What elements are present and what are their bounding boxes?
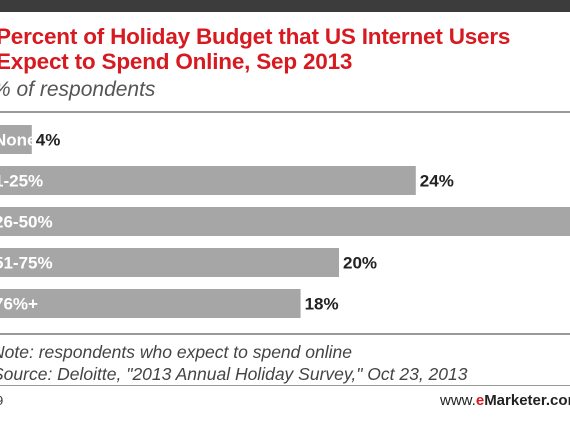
note-text: Note: respondents who expect to spend on… (0, 342, 352, 362)
chart-id: 9 (0, 393, 3, 408)
category-label: 26-50% (0, 213, 53, 232)
chart-notes: Note: respondents who expect to spend on… (0, 341, 467, 385)
bar-1-25- (0, 166, 416, 195)
chart-title-line-1: Percent of Holiday Budget that US Intern… (0, 24, 511, 49)
source-text: Source: Deloitte, "2013 Annual Holiday S… (0, 364, 468, 384)
chart-title-line-2: Expect to Spend Online, Sep 2013 (0, 49, 353, 74)
bottom-divider (0, 333, 570, 335)
bar-76- (0, 289, 301, 318)
category-label: 51-75% (0, 254, 53, 273)
brand-e: e (475, 392, 485, 409)
brand-logo: www.eMarketer.com (440, 392, 570, 409)
value-label: 4% (36, 131, 61, 150)
bar-51-75- (0, 248, 339, 277)
brand-prefix: www. (440, 392, 476, 409)
header-bar (0, 0, 570, 12)
chart-title: Percent of Holiday Budget that US Intern… (0, 24, 570, 74)
bar-26-50- (0, 207, 570, 236)
category-label: None (0, 131, 37, 150)
category-label: 1-25% (0, 172, 43, 191)
category-label: 76%+ (0, 295, 38, 314)
value-label: 18% (305, 295, 339, 314)
top-divider (0, 111, 570, 113)
brand-rest: Marketer.com (484, 392, 570, 409)
value-label: 24% (420, 172, 454, 191)
footer-divider (0, 385, 570, 386)
value-label: 20% (343, 254, 377, 273)
bar-none (0, 125, 32, 154)
chart-subtitle: % of respondents (0, 78, 156, 101)
